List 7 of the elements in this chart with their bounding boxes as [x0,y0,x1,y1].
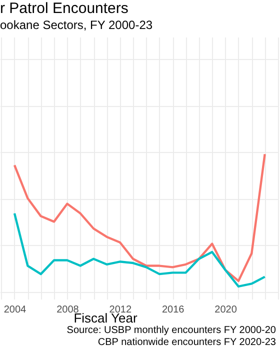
chart-title: r Patrol Encounters [0,0,128,17]
x-tick-label: 2020 [214,304,238,316]
chart-subtitle: ookane Sectors, FY 2000-23 [0,18,153,32]
x-tick-label: 2004 [4,304,27,316]
x-tick-label: 2016 [162,304,185,316]
text: CBP nationwide encounters FY 2020-23 [96,337,276,349]
source-note: Source: USBP monthly encounters FY 2000-20 [66,325,276,337]
